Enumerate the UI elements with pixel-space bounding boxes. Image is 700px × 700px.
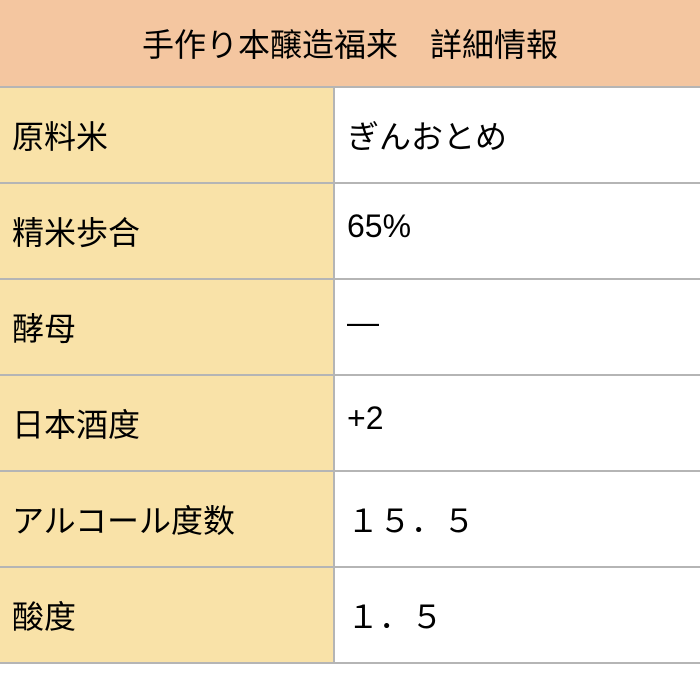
row-value: 65% (335, 184, 700, 278)
table-title: 手作り本醸造福来 詳細情報 (142, 27, 558, 63)
table-row: 酸度 １．５ (0, 568, 700, 664)
table-row: 原料米 ぎんおとめ (0, 88, 700, 184)
row-label: 酸度 (0, 568, 335, 662)
row-label: 日本酒度 (0, 376, 335, 470)
row-value: １．５ (335, 568, 700, 662)
row-label: アルコール度数 (0, 472, 335, 566)
row-label: 原料米 (0, 88, 335, 182)
table-row: 酵母 ― (0, 280, 700, 376)
row-label: 精米歩合 (0, 184, 335, 278)
sake-details-table: 手作り本醸造福来 詳細情報 原料米 ぎんおとめ 精米歩合 65% 酵母 ― 日本… (0, 0, 700, 664)
row-value: ぎんおとめ (335, 88, 700, 182)
table-row: 精米歩合 65% (0, 184, 700, 280)
table-row: アルコール度数 １５．５ (0, 472, 700, 568)
table-row: 日本酒度 +2 (0, 376, 700, 472)
row-value: +2 (335, 376, 700, 470)
table-header: 手作り本醸造福来 詳細情報 (0, 0, 700, 88)
row-value: １５．５ (335, 472, 700, 566)
row-label: 酵母 (0, 280, 335, 374)
row-value: ― (335, 280, 700, 374)
